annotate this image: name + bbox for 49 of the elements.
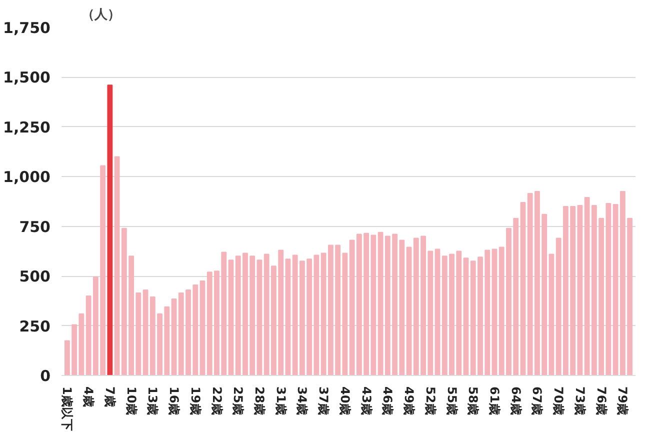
x-tick-label: 7歳 xyxy=(102,386,117,407)
x-tick-label: 64歳 xyxy=(508,386,523,416)
x-tick-label: 55歳 xyxy=(444,386,459,416)
bar xyxy=(256,260,262,376)
x-tick-label: 67歳 xyxy=(530,386,544,416)
x-tick-label: 37歳 xyxy=(316,386,331,416)
bar xyxy=(142,289,148,376)
x-tick-label: 34歳 xyxy=(295,386,310,416)
x-tick-label: 4歳 xyxy=(82,386,96,407)
x-tick-label: 31歳 xyxy=(274,386,288,416)
x-tick-label: 43歳 xyxy=(359,386,374,416)
bar xyxy=(285,258,291,376)
x-tick-label: 79歳 xyxy=(616,386,630,416)
y-tick-label: 1,750 xyxy=(3,19,51,37)
bar xyxy=(548,254,554,376)
y-tick-label: 500 xyxy=(19,268,50,286)
y-tick-label: 750 xyxy=(19,218,50,236)
x-tick-label: 52歳 xyxy=(423,386,438,416)
bar xyxy=(228,260,234,376)
x-tick-label: 61歳 xyxy=(487,386,502,416)
x-tick-label: 10歳 xyxy=(124,386,138,416)
y-tick-label: 0 xyxy=(40,367,50,385)
x-tick-label: 76歳 xyxy=(594,386,608,416)
x-tick-label: 1歳以下 xyxy=(60,386,74,431)
bar xyxy=(434,248,440,376)
x-tick-label: 28歳 xyxy=(252,386,266,416)
x-tick-label: 73歳 xyxy=(572,386,587,416)
bar xyxy=(406,246,412,376)
x-tick-label: 58歳 xyxy=(466,386,480,416)
x-tick-label: 46歳 xyxy=(380,386,395,416)
y-tick-label: 1,500 xyxy=(3,68,51,87)
bar xyxy=(200,280,206,376)
y-axis-title: （人） xyxy=(82,8,120,22)
x-tick-label: 49歳 xyxy=(402,386,416,416)
y-tick-label: 1,250 xyxy=(3,118,51,136)
bar xyxy=(492,248,498,376)
x-tick-label: 22歳 xyxy=(210,386,224,416)
x-tick-label: 19歳 xyxy=(188,386,202,416)
y-tick-label: 250 xyxy=(19,317,50,336)
y-tick-label: 1,000 xyxy=(3,168,51,186)
bar xyxy=(171,298,177,376)
bar xyxy=(520,202,526,376)
x-tick-label: 70歳 xyxy=(552,386,566,416)
x-tick-label: 25歳 xyxy=(231,386,246,416)
x-tick-label: 16歳 xyxy=(167,386,182,416)
bar xyxy=(107,84,113,376)
bar xyxy=(463,258,469,376)
x-tick-label: 13歳 xyxy=(146,386,160,416)
x-tick-label: 40歳 xyxy=(338,386,352,416)
